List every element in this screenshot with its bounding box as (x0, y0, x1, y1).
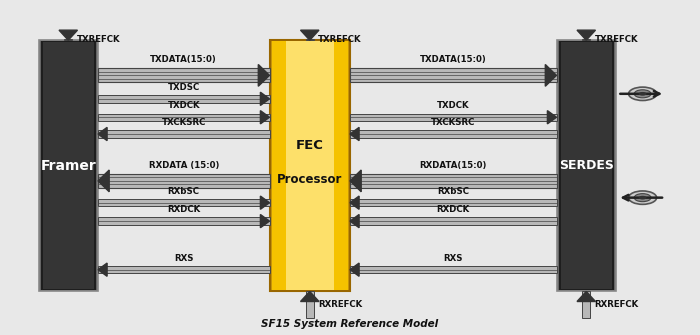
Bar (561, 42, 612, 289)
Bar (350, 217, 556, 225)
Bar (582, 39, 591, 40)
Circle shape (638, 196, 647, 200)
Text: RXDCK: RXDCK (167, 205, 200, 214)
Bar (582, 291, 591, 318)
Bar (305, 39, 314, 40)
Bar (305, 291, 314, 318)
Polygon shape (547, 111, 556, 124)
Polygon shape (350, 214, 359, 228)
Polygon shape (98, 263, 107, 276)
Polygon shape (545, 64, 557, 86)
Bar (350, 130, 556, 138)
Polygon shape (577, 30, 596, 40)
Polygon shape (260, 111, 270, 124)
Polygon shape (300, 30, 319, 40)
Bar (64, 39, 72, 40)
Bar (350, 199, 556, 206)
Bar (286, 41, 334, 290)
Text: TXCKSRC: TXCKSRC (162, 118, 206, 127)
Text: FEC: FEC (296, 139, 323, 152)
Bar (38, 40, 98, 291)
Bar (350, 114, 556, 121)
Polygon shape (98, 170, 109, 192)
Text: TXDSC: TXDSC (167, 83, 200, 92)
Bar (98, 199, 270, 206)
Text: TXCKSRC: TXCKSRC (431, 118, 475, 127)
Circle shape (638, 92, 647, 96)
Polygon shape (350, 196, 359, 209)
Circle shape (634, 90, 651, 98)
Text: SERDES: SERDES (559, 159, 614, 172)
Text: TXREFCK: TXREFCK (594, 35, 638, 44)
Text: RXDATA (15:0): RXDATA (15:0) (148, 161, 219, 170)
Polygon shape (300, 291, 319, 302)
Text: TXDATA(15:0): TXDATA(15:0) (150, 55, 217, 64)
Text: Framer: Framer (41, 159, 96, 173)
Text: RXDCK: RXDCK (437, 205, 470, 214)
Text: SF15 System Reference Model: SF15 System Reference Model (261, 319, 439, 329)
Polygon shape (260, 214, 270, 228)
Text: TXDATA(15:0): TXDATA(15:0) (420, 55, 486, 64)
Text: RXS: RXS (174, 254, 193, 263)
Bar (272, 41, 348, 290)
Bar (98, 130, 270, 138)
Bar (270, 40, 350, 291)
Text: RXREFCK: RXREFCK (594, 300, 639, 309)
Circle shape (629, 191, 657, 204)
Polygon shape (350, 263, 359, 276)
Circle shape (629, 87, 657, 100)
Bar (98, 174, 270, 188)
Text: TXREFCK: TXREFCK (318, 35, 362, 44)
Text: TXDCK: TXDCK (167, 101, 200, 110)
Text: RXS: RXS (444, 254, 463, 263)
Text: RXbSC: RXbSC (168, 187, 200, 196)
Bar (98, 266, 270, 273)
Polygon shape (350, 170, 361, 192)
Polygon shape (350, 127, 359, 141)
Polygon shape (260, 196, 270, 209)
Text: RXbSC: RXbSC (438, 187, 469, 196)
Text: RXREFCK: RXREFCK (318, 300, 363, 309)
Bar (559, 41, 614, 290)
Bar (41, 41, 96, 290)
Bar (98, 114, 270, 121)
Bar (350, 174, 556, 188)
Circle shape (634, 194, 651, 202)
Bar (350, 68, 556, 82)
Bar (98, 68, 270, 82)
Polygon shape (260, 92, 270, 106)
Text: RXDATA(15:0): RXDATA(15:0) (419, 161, 487, 170)
Bar (556, 40, 616, 291)
Text: TXREFCK: TXREFCK (77, 35, 120, 44)
Bar (350, 266, 556, 273)
Polygon shape (577, 291, 596, 302)
Polygon shape (98, 127, 107, 141)
Bar (98, 95, 270, 103)
Text: TXDCK: TXDCK (437, 101, 470, 110)
Bar (43, 42, 94, 289)
Polygon shape (258, 64, 270, 86)
Polygon shape (59, 30, 78, 40)
Bar (98, 217, 270, 225)
Text: Processor: Processor (277, 173, 342, 186)
